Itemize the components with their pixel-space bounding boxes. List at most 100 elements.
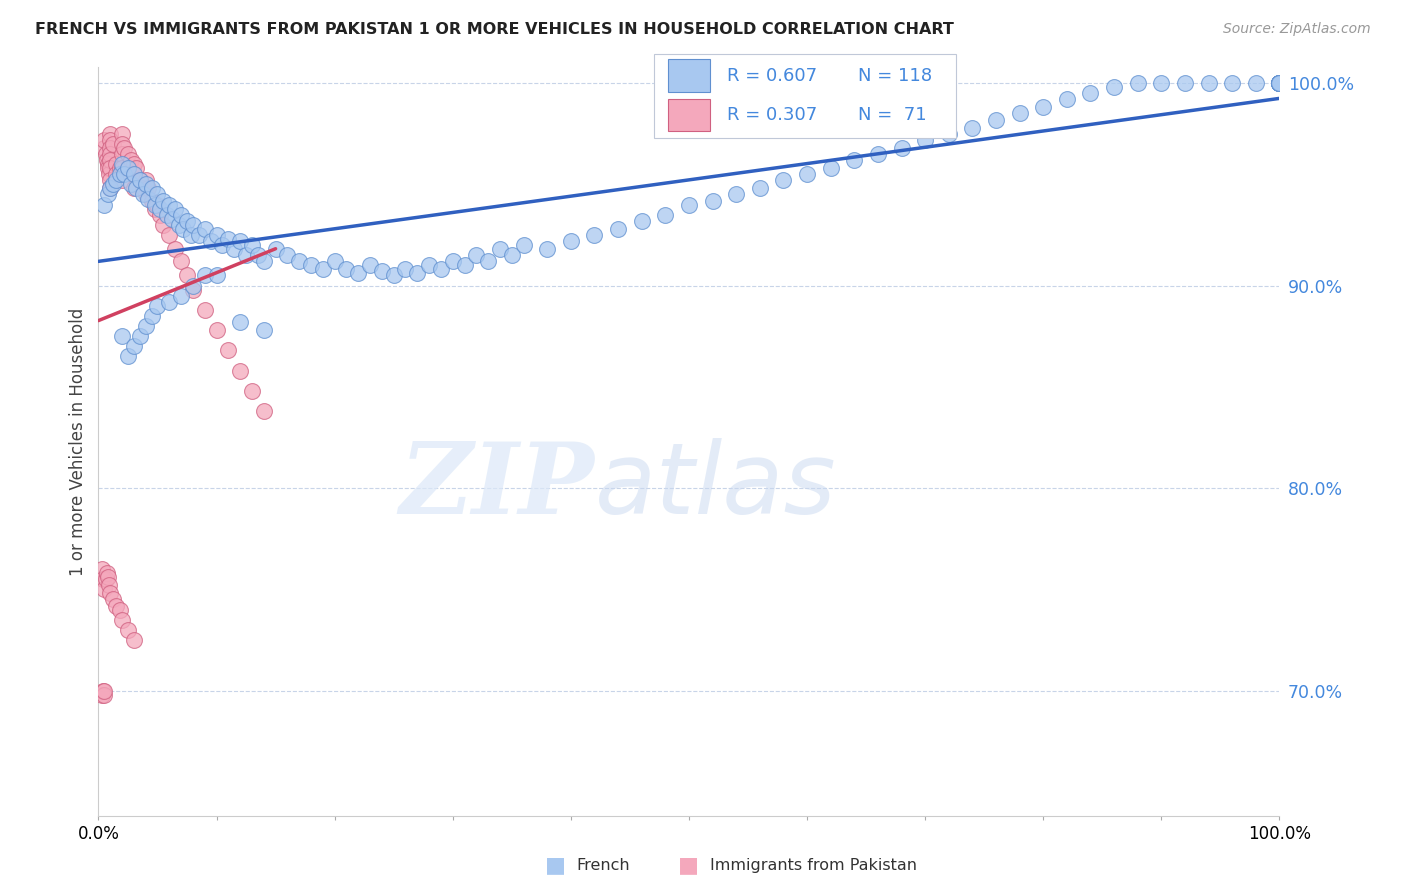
Point xyxy=(170,208,193,222)
Point xyxy=(796,167,818,181)
Point xyxy=(253,323,276,337)
Point xyxy=(132,181,155,195)
Point xyxy=(143,197,166,211)
Point xyxy=(98,181,121,195)
Point xyxy=(98,586,121,600)
Point xyxy=(194,268,217,283)
Point xyxy=(156,208,179,222)
Point xyxy=(141,194,163,208)
Point xyxy=(172,222,194,236)
Point xyxy=(128,329,150,343)
Point xyxy=(94,572,117,586)
Point xyxy=(136,181,159,195)
Point xyxy=(1174,76,1197,90)
Point xyxy=(914,133,936,147)
Point xyxy=(654,208,676,222)
Point xyxy=(160,211,183,226)
Point xyxy=(1268,76,1291,90)
Point xyxy=(176,214,198,228)
Point xyxy=(98,578,121,592)
Point xyxy=(108,161,131,176)
Point xyxy=(264,242,287,256)
Point xyxy=(477,254,499,268)
Point xyxy=(1268,76,1291,90)
Point xyxy=(441,254,464,268)
Point xyxy=(205,227,228,242)
Text: ■: ■ xyxy=(546,855,565,875)
Point xyxy=(132,187,155,202)
Point xyxy=(536,242,558,256)
Point xyxy=(93,133,115,147)
Point xyxy=(112,141,135,155)
Text: R = 0.307: R = 0.307 xyxy=(727,106,817,124)
Point xyxy=(465,248,488,262)
Point xyxy=(1056,92,1078,106)
Point xyxy=(117,623,139,637)
Point xyxy=(312,262,335,277)
Point xyxy=(181,283,204,297)
Point xyxy=(170,254,193,268)
Point xyxy=(91,562,114,576)
Point xyxy=(205,323,228,337)
Point xyxy=(394,262,416,277)
Point xyxy=(240,238,263,252)
Point xyxy=(152,194,174,208)
Point xyxy=(1244,76,1267,90)
Point xyxy=(820,161,842,176)
Point xyxy=(176,268,198,283)
Point xyxy=(335,262,357,277)
Point xyxy=(111,157,134,171)
Point xyxy=(98,133,121,147)
Point xyxy=(91,572,114,586)
Point xyxy=(101,592,124,607)
Point xyxy=(211,238,233,252)
Point xyxy=(772,173,794,187)
Point xyxy=(1150,76,1173,90)
Point xyxy=(1032,100,1054,114)
Point xyxy=(91,688,114,702)
Point xyxy=(501,248,523,262)
Y-axis label: 1 or more Vehicles in Household: 1 or more Vehicles in Household xyxy=(69,308,87,575)
Point xyxy=(583,227,606,242)
Point xyxy=(98,141,121,155)
Bar xyxy=(668,60,710,92)
Point xyxy=(253,254,276,268)
Point xyxy=(111,161,134,176)
Point xyxy=(98,173,121,187)
Point xyxy=(93,688,115,702)
Point xyxy=(938,127,960,141)
Point xyxy=(122,157,145,171)
Point xyxy=(246,248,269,262)
Point xyxy=(93,197,115,211)
Point xyxy=(288,254,311,268)
Point xyxy=(117,147,139,161)
Point xyxy=(1008,106,1031,120)
Point xyxy=(141,181,163,195)
Point xyxy=(122,167,145,181)
Point xyxy=(235,248,257,262)
Point xyxy=(157,227,180,242)
Point xyxy=(1102,80,1125,95)
Point xyxy=(194,302,217,317)
Point xyxy=(146,299,169,313)
Point xyxy=(323,254,346,268)
Point xyxy=(141,309,163,323)
Point xyxy=(97,161,120,176)
Point xyxy=(1080,87,1102,101)
Text: ZIP: ZIP xyxy=(399,438,595,534)
Point xyxy=(347,267,370,281)
Point xyxy=(97,187,120,202)
Point xyxy=(152,218,174,232)
Point xyxy=(748,181,770,195)
Point xyxy=(122,181,145,195)
Bar xyxy=(654,54,956,138)
Text: N = 118: N = 118 xyxy=(858,67,932,85)
Text: Source: ZipAtlas.com: Source: ZipAtlas.com xyxy=(1223,22,1371,37)
Point xyxy=(111,173,134,187)
Text: French: French xyxy=(576,858,630,872)
Point xyxy=(1268,76,1291,90)
Point xyxy=(187,227,209,242)
Point xyxy=(453,258,475,272)
Text: FRENCH VS IMMIGRANTS FROM PAKISTAN 1 OR MORE VEHICLES IN HOUSEHOLD CORRELATION C: FRENCH VS IMMIGRANTS FROM PAKISTAN 1 OR … xyxy=(35,22,955,37)
Text: Immigrants from Pakistan: Immigrants from Pakistan xyxy=(710,858,917,872)
